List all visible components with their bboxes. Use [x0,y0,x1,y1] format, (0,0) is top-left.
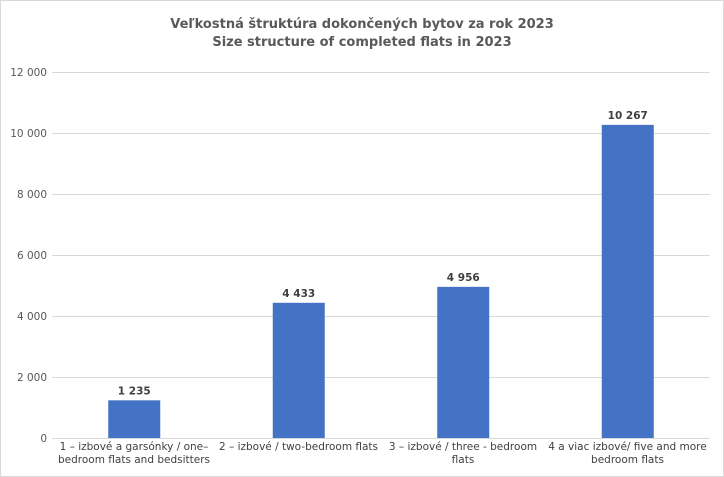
x-tick-label: 4 a viac izbové/ five and more bedroom f… [548,441,707,466]
data-label: 1 235 [118,385,151,397]
y-tick-label: 4 000 [17,311,47,323]
y-tick-label: 10 000 [10,128,47,140]
x-tick-label: 3 – izbové / three - bedroom flats [388,441,538,466]
bar [108,400,161,438]
x-tick-label: 2 – izbové / two-bedroom flats [218,441,379,453]
bar [601,124,654,438]
y-tick-label: 0 [40,433,47,445]
y-tick-label: 2 000 [17,372,47,384]
y-tick-label: 8 000 [17,189,47,201]
bar [437,286,490,438]
y-tick-label: 12 000 [10,67,47,79]
data-label: 10 267 [608,110,648,122]
chart-subtitle: Size structure of completed flats in 202… [212,35,512,50]
x-tick-label: 1 – izbové a garsónky / one–bedroom flat… [57,441,210,466]
bar [272,302,325,438]
data-label: 4 433 [282,288,315,300]
y-tick-label: 6 000 [17,250,47,262]
data-label: 4 956 [447,272,480,284]
chart-title: Veľkostná štruktúra dokončených bytov za… [170,17,554,32]
